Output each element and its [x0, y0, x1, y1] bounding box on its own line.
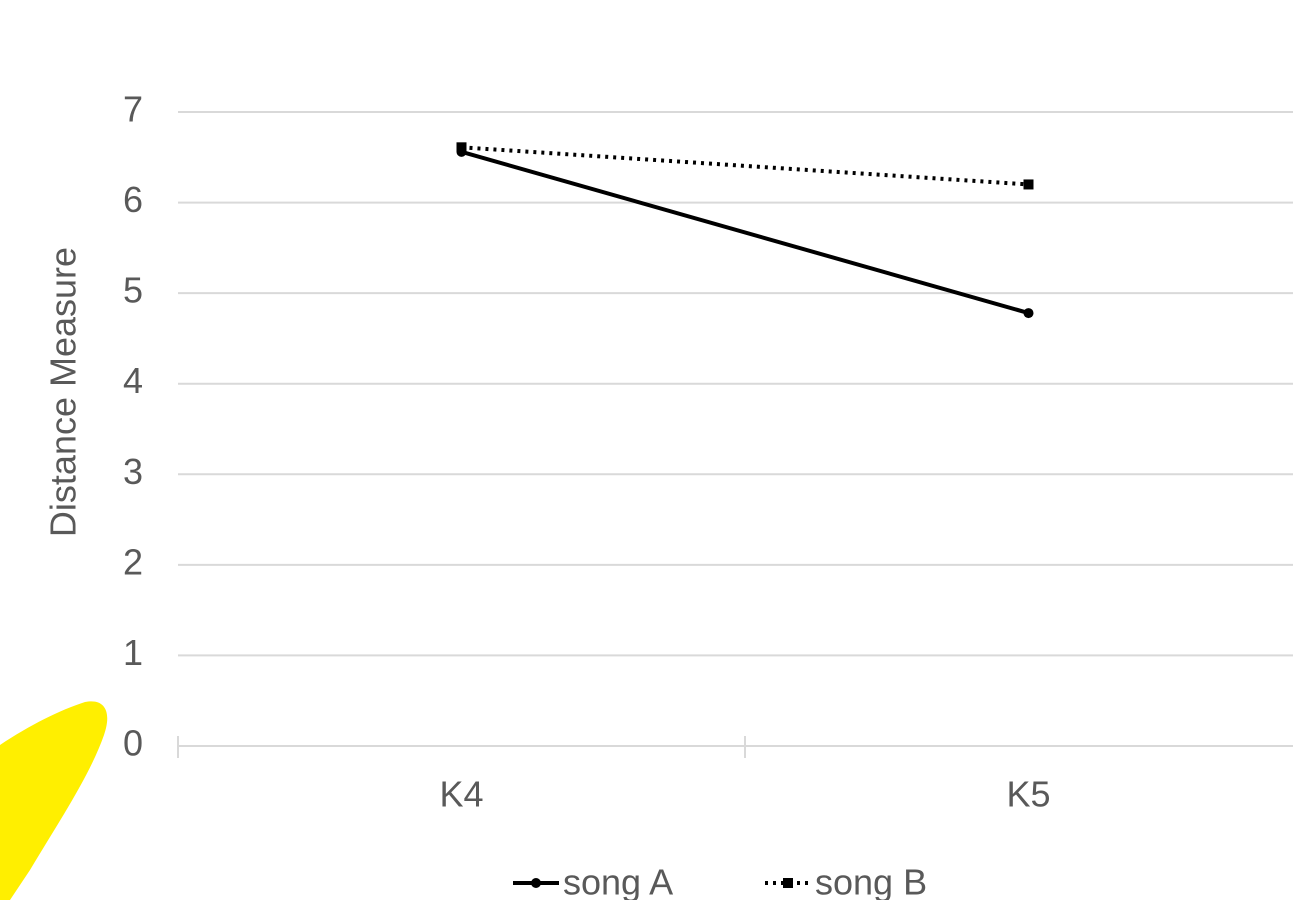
marker	[1023, 308, 1034, 319]
y-tick-label: 6	[123, 179, 143, 220]
y-tick-label: 5	[123, 270, 143, 311]
series-line	[460, 149, 1030, 315]
x-tick-label: K5	[1006, 774, 1050, 815]
legend-label: song A	[563, 862, 673, 900]
y-tick-label: 2	[123, 541, 143, 582]
marker	[531, 878, 541, 888]
legend-label: song B	[815, 862, 927, 900]
y-tick-label: 3	[123, 451, 143, 492]
highlight-blob	[0, 701, 108, 900]
y-tick-label: 4	[123, 360, 143, 401]
y-tick-label: 0	[123, 723, 143, 764]
marker	[456, 142, 467, 153]
marker	[783, 878, 793, 888]
series-line	[461, 145, 1029, 187]
y-tick-label: 1	[123, 632, 143, 673]
y-axis-label: Distance Measure	[43, 247, 84, 537]
marker	[1023, 179, 1034, 190]
y-tick-label: 7	[123, 89, 143, 130]
x-tick-label: K4	[439, 774, 483, 815]
